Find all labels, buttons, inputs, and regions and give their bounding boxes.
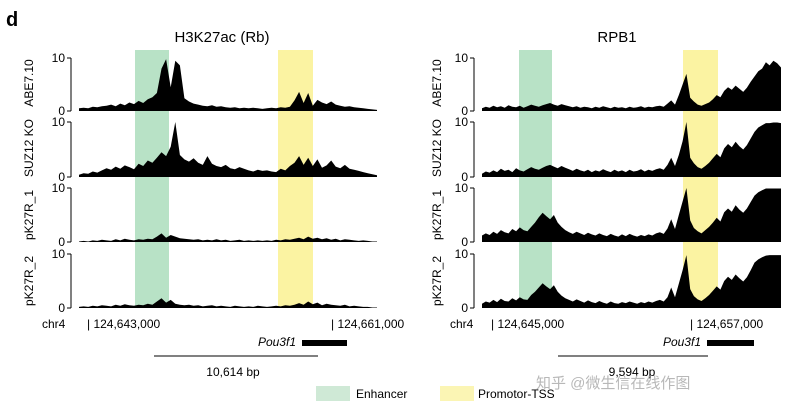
- gene-label: Pou3f1: [258, 335, 296, 349]
- y-tick-label: 0: [58, 104, 65, 118]
- signal-track-1: [79, 59, 377, 111]
- row-label-abe: ABE7.10: [22, 59, 36, 107]
- y-tick-label: 0: [461, 301, 468, 315]
- legend-swatch-promoter: [440, 386, 474, 401]
- row-label-pk27r2: pK27R_2: [22, 256, 36, 306]
- row-label-pk27r1: pK27R_1: [430, 190, 444, 240]
- y-tick-label: 10: [455, 247, 469, 261]
- signal-track-3: [482, 188, 781, 242]
- legend-label-enhancer: Enhancer: [356, 387, 407, 401]
- promoter-band: [278, 50, 313, 308]
- signal-track-3: [79, 233, 377, 242]
- gene-bar: [707, 340, 754, 346]
- legend-label-promoter: Promotor-TSS: [478, 387, 555, 401]
- y-tick-label: 10: [52, 115, 66, 129]
- y-tick-label: 10: [455, 115, 469, 129]
- coord-end: | 124,661,000: [331, 317, 405, 331]
- signal-track-4: [482, 255, 781, 308]
- watermark: 知乎 @微生信在线作图: [536, 375, 690, 392]
- legend-swatch-enhancer: [316, 386, 350, 401]
- y-tick-label: 10: [455, 181, 469, 195]
- row-label-suz12: SUZ12 KO: [430, 119, 444, 177]
- signal-track-2: [482, 122, 781, 177]
- signal-track-4: [79, 298, 377, 308]
- coord-start: | 124,645,000: [491, 317, 565, 331]
- y-tick-label: 10: [52, 181, 66, 195]
- gene-bar: [302, 340, 347, 346]
- chromosome-label: chr4: [450, 317, 474, 331]
- y-tick-label: 10: [455, 51, 469, 65]
- row-label-pk27r2: pK27R_2: [430, 256, 444, 306]
- chromosome-label: chr4: [42, 317, 66, 331]
- y-tick-label: 0: [461, 104, 468, 118]
- scale-bar-label: 10,614 bp: [206, 365, 260, 379]
- panel-title: RPB1: [597, 29, 636, 46]
- coord-start: | 124,643,000: [87, 317, 161, 331]
- legend: Enhancer Promotor-TSS: [316, 386, 555, 401]
- scale-bar-label: 9,594 bp: [609, 365, 656, 379]
- gene-label: Pou3f1: [663, 335, 701, 349]
- y-tick-label: 0: [58, 301, 65, 315]
- y-tick-label: 10: [52, 51, 66, 65]
- coord-end: | 124,657,000: [690, 317, 764, 331]
- y-tick-label: 0: [461, 170, 468, 184]
- panel-title: H3K27ac (Rb): [174, 29, 269, 46]
- signal-track-2: [79, 122, 377, 177]
- y-tick-label: 0: [58, 170, 65, 184]
- panel-letter: d: [6, 9, 18, 31]
- row-label-abe: ABE7.10: [430, 59, 444, 107]
- signal-track-1: [482, 60, 781, 111]
- y-tick-label: 0: [58, 235, 65, 249]
- row-label-pk27r1: pK27R_1: [22, 190, 36, 240]
- row-label-suz12: SUZ12 KO: [22, 119, 36, 177]
- row-labels: ABE7.10 SUZ12 KO pK27R_1 pK27R_2 ABE7.10…: [22, 59, 444, 306]
- y-tick-label: 0: [461, 235, 468, 249]
- enhancer-band: [519, 50, 552, 308]
- y-tick-label: 10: [52, 247, 66, 261]
